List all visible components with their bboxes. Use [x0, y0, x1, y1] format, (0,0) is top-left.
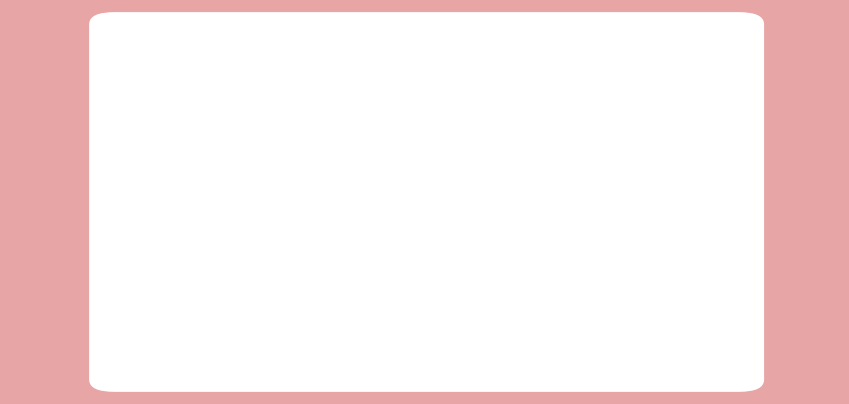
- FancyBboxPatch shape: [529, 271, 616, 308]
- Text: $Q_3$: $Q_3$: [256, 302, 270, 316]
- Text: $Q_2$: $Q_2$: [301, 143, 315, 156]
- Text: 202.7: 202.7: [661, 174, 696, 187]
- Text: 5: 5: [498, 320, 506, 333]
- FancyBboxPatch shape: [616, 162, 740, 198]
- Text: $L_5 D_5$: $L_5 D_5$: [412, 213, 435, 227]
- FancyBboxPatch shape: [475, 125, 529, 162]
- FancyBboxPatch shape: [529, 162, 616, 198]
- FancyBboxPatch shape: [529, 198, 616, 235]
- Text: $L_2 D_2$: $L_2 D_2$: [296, 126, 319, 140]
- Text: 4: 4: [498, 283, 506, 296]
- Text: $Q_4$: $Q_4$: [333, 302, 347, 316]
- Text: $L_3 D_3$: $L_3 D_3$: [242, 278, 265, 292]
- Text: 3: 3: [498, 247, 506, 260]
- Text: 381.0: 381.0: [661, 283, 696, 296]
- FancyBboxPatch shape: [106, 24, 747, 121]
- Text: 202.7: 202.7: [661, 210, 696, 223]
- FancyBboxPatch shape: [475, 162, 529, 198]
- Text: $L_1 D_1$: $L_1 D_1$: [171, 213, 194, 227]
- Text: Pipe: Pipe: [487, 137, 516, 150]
- Text: 0.055 cubic meter per second. Assuming all pipes have a friction factor of 0.020: 0.055 cubic meter per second. Assuming a…: [122, 90, 685, 104]
- Text: 2: 2: [498, 210, 506, 223]
- FancyBboxPatch shape: [616, 271, 740, 308]
- Text: f = 0.020: f = 0.020: [284, 207, 346, 220]
- FancyBboxPatch shape: [616, 125, 740, 162]
- Text: $Q_5$: $Q_5$: [416, 242, 430, 255]
- FancyBboxPatch shape: [475, 198, 529, 235]
- Text: 150: 150: [560, 210, 584, 223]
- FancyBboxPatch shape: [529, 235, 616, 271]
- Text: For the pipe network shown, the flow of water from A to the first junction is: For the pipe network shown, the flow of …: [122, 51, 645, 65]
- FancyBboxPatch shape: [616, 198, 740, 235]
- Text: 450: 450: [560, 320, 584, 333]
- FancyBboxPatch shape: [529, 125, 616, 162]
- Text: Length, m: Length, m: [539, 137, 606, 150]
- Text: 300: 300: [560, 174, 584, 187]
- Text: 1: 1: [498, 174, 506, 187]
- FancyBboxPatch shape: [529, 308, 616, 345]
- FancyBboxPatch shape: [475, 308, 529, 345]
- FancyBboxPatch shape: [475, 235, 529, 271]
- Text: 303.2: 303.2: [661, 320, 696, 333]
- FancyBboxPatch shape: [475, 271, 529, 308]
- FancyBboxPatch shape: [231, 163, 398, 285]
- FancyBboxPatch shape: [616, 235, 740, 271]
- FancyBboxPatch shape: [616, 308, 740, 345]
- Text: $Q_1$: $Q_1$: [172, 242, 187, 255]
- Text: 300: 300: [560, 283, 584, 296]
- Text: 202.7: 202.7: [661, 247, 696, 260]
- Text: Diameter, mm: Diameter, mm: [632, 137, 724, 150]
- Text: 75: 75: [565, 247, 581, 260]
- Text: $L_4 D_4$: $L_4 D_4$: [322, 278, 346, 292]
